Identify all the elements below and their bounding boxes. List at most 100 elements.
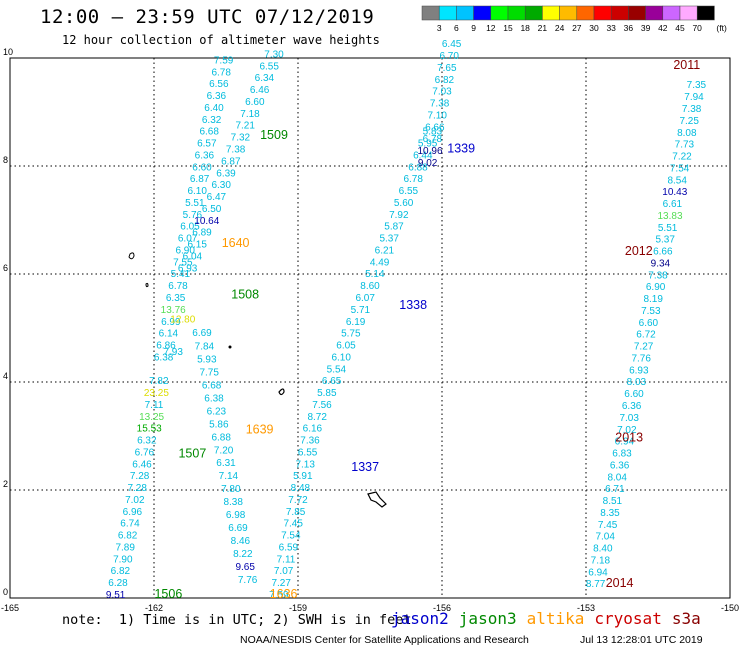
colorbar-label: 33 [606,23,616,33]
wave-height-point: 7.07 [274,566,294,577]
wave-height-point: 6.23 [207,406,227,417]
wave-height-point: 6.35 [166,293,186,304]
colorbar-label: 6 [454,23,459,33]
wave-height-point: 9.51 [106,590,126,601]
wave-height-point: 7.28 [130,471,150,482]
wave-height-point: 8.77 [586,579,606,590]
wave-height-point: 6.05 [180,222,200,233]
wave-height-point: 5.14 [365,269,385,280]
wave-height-point: 6.14 [159,329,179,340]
colorbar-label: 39 [641,23,651,33]
island-shape [228,345,232,349]
wave-height-point: 7.28 [127,483,147,494]
wave-height-point: 9.34 [651,258,671,269]
x-tick-label: -165 [1,603,19,613]
colorbar-label: 24 [555,23,565,33]
wave-height-point: 7.22 [672,152,692,163]
y-tick-label: 8 [3,155,8,165]
wave-height-point: 6.61 [663,199,683,210]
wave-height-point: 6.32 [202,115,222,126]
track-label: 2011 [673,58,700,72]
wave-height-point: 6.70 [439,51,459,62]
colorbar-label: 9 [471,23,476,33]
colorbar-swatch [610,5,629,21]
wave-height-point: 10.43 [662,187,687,198]
wave-height-point: 6.16 [303,424,323,435]
legend-s3a: s3a [671,609,701,628]
colorbar-label: 3 [437,23,442,33]
wave-height-point: 6.93 [178,263,198,274]
wave-height-point: 6.89 [192,228,212,239]
wave-height-point: 7.18 [240,109,260,120]
wave-height-point: 6.72 [636,330,656,341]
track-label: 1639 [246,422,274,436]
colorbar-label: 27 [572,23,582,33]
y-tick-label: 2 [3,479,8,489]
wave-height-point: 7.30 [264,49,284,60]
wave-height-point: 7.93 [163,347,183,358]
wave-height-point: 7.03 [432,87,452,98]
wave-height-marks: 9.516.286.827.907.896.826.746.967.027.28… [106,39,707,601]
plot-frame [9,57,731,599]
colorbar-swatch [490,5,509,21]
wave-height-point: 13.76 [161,305,186,316]
wave-height-point: 7.02 [617,425,637,436]
chart-title: 12:00 — 23:59 UTC 07/12/2019 [40,6,375,28]
wave-height-point: 8.08 [677,128,697,139]
wave-height-point: 6.15 [187,240,207,251]
y-tick-label: 4 [3,371,8,381]
wave-height-point: 6.32 [137,436,157,447]
wave-height-point: 7.27 [634,342,654,353]
colorbar-swatch [696,5,715,21]
wave-height-point: 5.60 [394,198,414,209]
wave-height-point: 6.93 [629,365,649,376]
colorbar-label: 70 [692,23,702,33]
wave-height-point: 6.87 [221,156,241,167]
wave-height-point: 7.25 [679,116,699,127]
wave-height-point: 7.73 [675,140,695,151]
wave-height-point: 6.90 [175,245,195,256]
wave-height-point: 6.90 [646,282,666,293]
wave-height-point: 6.55 [399,186,419,197]
wave-height-point: 6.68 [202,380,222,391]
island-shape [145,282,149,288]
wave-height-point: 6.66 [425,122,445,133]
legend-jason2: jason2 [391,609,449,628]
wave-height-point: 6.36 [610,460,630,471]
wave-height-point: 7.54 [281,531,301,542]
wave-height-point: 6.76 [135,447,155,458]
track-label: 1338 [399,298,427,312]
wave-height-point: 10.64 [194,216,219,227]
wave-height-point: 7.14 [219,471,239,482]
wave-height-point: 6.40 [204,103,224,114]
legend-jason3: jason3 [458,609,517,628]
wave-height-point: 5.93 [197,355,217,366]
wave-height-point: 6.60 [245,97,265,108]
x-tick-label: -150 [721,603,739,613]
colorbar-swatch [559,5,578,21]
chart-subtitle: 12 hour collection of altimeter wave hei… [62,33,380,47]
wave-height-point: 6.07 [355,293,375,304]
colorbar-label: 30 [589,23,599,33]
wave-height-point: 6.36 [207,91,227,102]
wave-height-point: 6.94 [615,437,635,448]
wave-height-point: 7.56 [312,400,332,411]
wave-height-point: 6.10 [187,186,207,197]
wave-height-point: 6.59 [279,542,299,553]
wave-height-point: 7.85 [286,507,306,518]
wave-height-point: 7.38 [226,145,246,156]
wave-height-point: 7.55 [173,257,193,268]
wave-height-point: 7.72 [288,495,308,506]
wave-height-point: 8.60 [360,281,380,292]
legend-altika: altika [526,609,585,628]
wave-height-point: 6.04 [183,251,203,262]
wave-height-point: 5.37 [655,235,675,246]
wave-height-point: 5.83 [423,127,443,138]
wave-height-point: 7.94 [684,92,704,103]
wave-height-point: 9.65 [235,562,255,573]
wave-height-point: 7.02 [125,495,145,506]
wave-height-point: 6.86 [156,341,176,352]
y-tick-label: 0 [3,587,8,597]
wave-height-point: 6.46 [132,459,152,470]
wave-height-point: 6.19 [346,317,366,328]
